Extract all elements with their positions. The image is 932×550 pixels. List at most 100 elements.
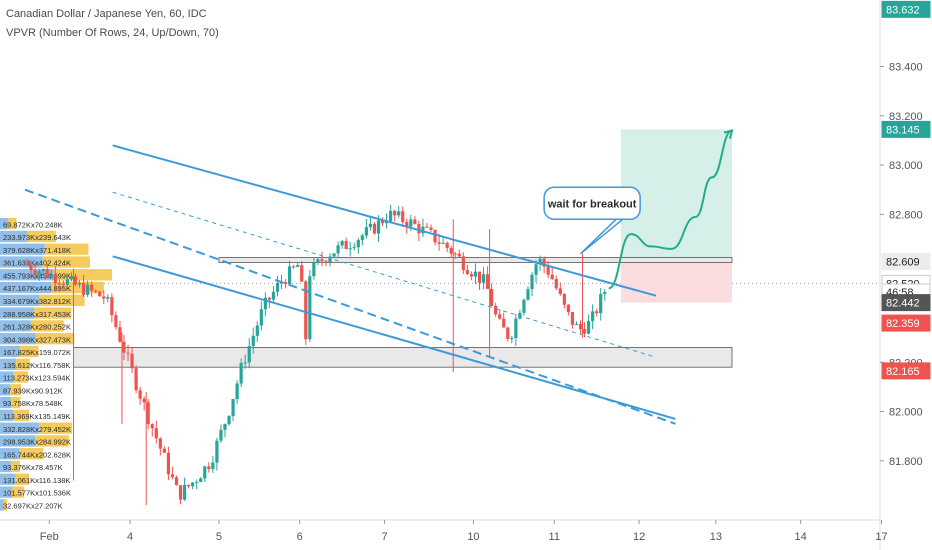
breakout-callout: wait for breakout: [543, 186, 641, 255]
candle-body: [191, 482, 195, 487]
candle: [203, 465, 207, 482]
volume-profile-row: 113.273Kx123.594K: [0, 371, 70, 383]
candle: [429, 224, 433, 232]
candle: [344, 237, 348, 250]
vp-down-bar: [10, 460, 21, 473]
candle: [401, 206, 405, 227]
candle: [154, 420, 158, 444]
candle-body: [174, 477, 179, 486]
candle: [498, 309, 502, 320]
vp-down-bar: [44, 243, 89, 255]
candle-body: [106, 297, 110, 299]
candle-body: [348, 248, 352, 250]
candle: [336, 241, 340, 259]
candle-body: [146, 402, 150, 425]
candle-body: [441, 242, 445, 244]
candle: [142, 396, 146, 411]
x-tick-label: 13: [710, 531, 722, 543]
candle-body: [538, 258, 542, 265]
candle-body: [296, 265, 300, 267]
candle-body: [356, 240, 360, 248]
candle: [465, 264, 469, 275]
candle-body: [526, 289, 530, 300]
vp-up-bar: [0, 320, 31, 332]
candle-body: [316, 259, 320, 263]
candle-body: [384, 221, 389, 224]
candle: [494, 302, 498, 317]
candle-body: [304, 281, 308, 340]
callout-text: wait for breakout: [547, 198, 637, 210]
y-tick-label: 82.800: [889, 209, 923, 221]
candle-body: [389, 210, 393, 222]
price-label-box: [881, 252, 931, 270]
vp-up-bar: [0, 307, 35, 319]
vp-up-bar: [0, 448, 20, 460]
candle-body: [494, 305, 498, 315]
candle-body: [457, 253, 461, 257]
vp-down-bar: [42, 256, 90, 268]
candle: [106, 294, 110, 303]
vp-up-bar: [0, 396, 12, 409]
vp-down-bar: [51, 281, 104, 294]
candle: [138, 386, 142, 405]
candle: [457, 249, 461, 258]
vp-down-bar: [53, 269, 112, 281]
candle: [187, 484, 191, 489]
candle: [243, 354, 247, 369]
candle: [162, 446, 166, 454]
candle-body: [207, 466, 211, 470]
candle: [195, 479, 199, 490]
volume-profile-row: 288.958Kx317.453K: [0, 307, 72, 319]
candle: [170, 466, 175, 480]
vp-up-bar: [0, 358, 17, 370]
x-tick-label: 4: [127, 531, 133, 543]
candle-body: [603, 292, 607, 294]
channel-lower-line: [112, 255, 676, 420]
indicator-legend[interactable]: VPVR (Number Of Rows, 24, Up/Down, 70): [6, 27, 219, 39]
volume-profile-row: 167.825Kx159.072K: [0, 345, 71, 358]
candle: [534, 259, 538, 283]
candle: [49, 269, 53, 279]
candle-body: [574, 324, 579, 326]
candle: [259, 301, 263, 331]
candle-body: [445, 242, 449, 248]
price-label-box: [881, 362, 931, 380]
vp-up-bar: [0, 269, 54, 281]
x-tick-label: 11: [549, 531, 560, 543]
candle-body: [477, 271, 482, 283]
candle-body: [283, 282, 288, 285]
volume-profile-row: 135.612Kx116.758K: [0, 358, 70, 370]
vp-down-bar: [19, 448, 44, 460]
x-tick-label: Feb: [40, 531, 59, 543]
candle: [65, 276, 70, 287]
candle-body: [102, 296, 106, 299]
x-tick-label: 12: [633, 531, 645, 543]
candle-body: [178, 485, 183, 500]
candle-body: [187, 484, 191, 487]
vp-down-bar: [12, 486, 25, 498]
candle-body: [409, 219, 413, 227]
candle-body: [599, 293, 603, 314]
candle-body: [324, 261, 328, 263]
candle: [255, 321, 259, 342]
candle: [288, 260, 292, 286]
candle: [461, 252, 465, 275]
candle: [490, 283, 494, 307]
candle-body: [437, 242, 441, 244]
candle-body: [130, 353, 134, 369]
vp-down-bar: [19, 345, 39, 358]
candle-body: [33, 270, 37, 275]
vp-down-bar: [8, 218, 17, 230]
vp-down-bar: [39, 422, 73, 434]
candle-body: [235, 383, 239, 400]
volume-profile-row: 87.939Kx90.912K: [0, 384, 63, 396]
volume-profile-row: 334.679Kx382.812K: [0, 294, 85, 306]
candle: [292, 264, 296, 269]
candle: [421, 218, 425, 238]
vp-row-label: 135.612Kx116.758K: [3, 361, 70, 370]
candle-body: [421, 226, 425, 234]
x-tick-label: 10: [467, 531, 479, 543]
candle: [29, 260, 33, 275]
vp-up-bar: [0, 473, 16, 485]
